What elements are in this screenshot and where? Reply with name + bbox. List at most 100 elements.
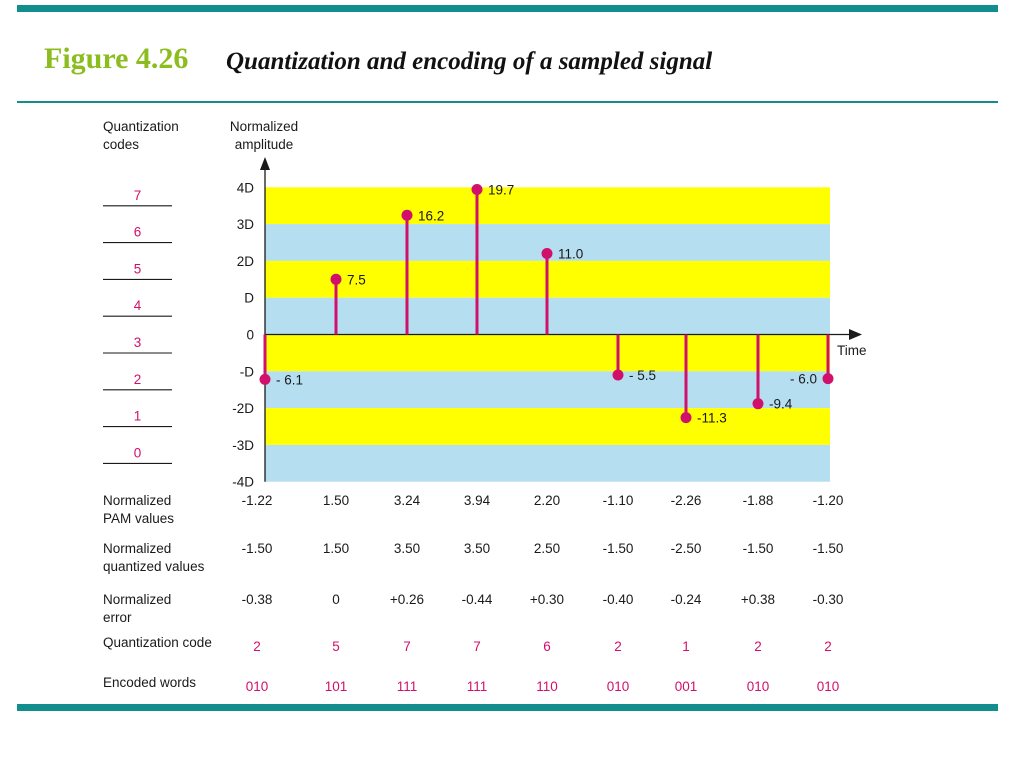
- table-cell: -1.22: [242, 493, 273, 508]
- table-cell: -2.26: [671, 493, 702, 508]
- amplitude-band: [265, 408, 830, 445]
- table-cell: 7: [473, 639, 481, 654]
- sample-dot: [471, 184, 483, 196]
- table-cell: 1.50: [323, 493, 349, 508]
- sample-value-label: 11.0: [558, 247, 583, 262]
- table-cell: 0: [332, 592, 340, 607]
- table-cell: +0.38: [741, 592, 775, 607]
- table-cell: 1.50: [323, 541, 349, 556]
- table-cell: -2.50: [671, 541, 702, 556]
- quantization-code-label: 2: [134, 372, 142, 387]
- codes-header: codes: [103, 137, 139, 152]
- amplitude-band: [265, 334, 830, 372]
- table-cell: 2: [754, 639, 762, 654]
- table-row-label: Encoded words: [103, 675, 196, 690]
- quantization-code-label: 7: [134, 188, 142, 203]
- x-axis-arrow: [849, 329, 862, 340]
- y-tick-label: -3D: [232, 438, 254, 453]
- table-cell: 5: [332, 639, 340, 654]
- table-row-label: Normalized: [103, 541, 171, 556]
- table-cell: 3.24: [394, 493, 421, 508]
- table-cell: -0.44: [462, 592, 493, 607]
- table-cell: 111: [397, 679, 418, 694]
- sample-value-label: 7.5: [347, 272, 366, 287]
- y-tick-label: -2D: [232, 401, 254, 416]
- quantization-code-label: 4: [134, 298, 142, 313]
- sample-value-label: -9.4: [769, 397, 793, 412]
- table-row-label: quantized values: [103, 559, 205, 574]
- table-cell: -1.50: [603, 541, 634, 556]
- codes-header: Quantization: [103, 119, 179, 134]
- sample-dot: [541, 248, 553, 260]
- bottom-rule: [17, 704, 998, 711]
- title-rule: [17, 101, 998, 103]
- table-cell: 110: [536, 679, 558, 694]
- y-tick-label: 3D: [237, 217, 255, 232]
- table-cell: 111: [467, 679, 488, 694]
- y-tick-label: D: [244, 291, 254, 306]
- sample-dot: [330, 273, 342, 285]
- table-cell: -1.10: [603, 493, 634, 508]
- quantization-code-label: 0: [134, 445, 142, 460]
- table-cell: -1.50: [813, 541, 844, 556]
- table-cell: -0.24: [671, 592, 702, 607]
- quantization-code-label: 1: [134, 409, 142, 424]
- quantization-code-label: 3: [134, 335, 142, 350]
- y-tick-label: -4D: [232, 475, 254, 490]
- table-cell: -1.50: [743, 541, 774, 556]
- y-tick-label: 2D: [237, 254, 255, 269]
- table-row-label: Normalized: [103, 493, 171, 508]
- sample-dot: [752, 398, 764, 410]
- table-row-label: error: [103, 610, 132, 625]
- table-cell: -0.30: [813, 592, 844, 607]
- sample-value-label: -11.3: [697, 411, 727, 426]
- sample-dot: [822, 373, 834, 385]
- amplitude-band: [265, 187, 830, 225]
- table-cell: 2: [614, 639, 622, 654]
- table-row-label: PAM values: [103, 511, 174, 526]
- table-cell: -1.50: [242, 541, 273, 556]
- table-cell: 3.50: [464, 541, 490, 556]
- table-row-label: Quantization code: [103, 635, 212, 650]
- table-cell: 010: [747, 679, 770, 694]
- y-axis-arrow: [260, 157, 270, 170]
- table-row-label: Normalized: [103, 592, 171, 607]
- y-tick-label: 0: [246, 328, 254, 343]
- top-rule: [17, 5, 998, 12]
- sample-dot: [401, 209, 413, 221]
- quantization-code-label: 6: [134, 225, 142, 240]
- table-cell: 6: [543, 639, 551, 654]
- sample-dot: [680, 412, 692, 424]
- sample-value-label: - 6.0: [790, 372, 817, 387]
- sample-value-label: 19.7: [488, 183, 514, 198]
- table-cell: 2.20: [534, 493, 560, 508]
- table-cell: 7: [403, 639, 411, 654]
- table-cell: 3.50: [394, 541, 420, 556]
- sample-dot: [259, 373, 271, 385]
- amplitude-header: amplitude: [235, 137, 294, 152]
- figure-label: Figure 4.26: [44, 42, 189, 75]
- amplitude-band: [265, 371, 830, 409]
- y-tick-label: 4D: [237, 180, 255, 195]
- amplitude-band: [265, 444, 830, 482]
- sample-value-label: - 6.1: [276, 372, 303, 387]
- table-cell: 3.94: [464, 493, 491, 508]
- table-cell: 010: [607, 679, 630, 694]
- sample-value-label: - 5.5: [629, 368, 656, 383]
- table-cell: 010: [817, 679, 840, 694]
- table-cell: 010: [246, 679, 269, 694]
- table-cell: 2.50: [534, 541, 560, 556]
- table-cell: 2: [253, 639, 261, 654]
- table-cell: +0.26: [390, 592, 424, 607]
- table-cell: -1.88: [743, 493, 774, 508]
- amplitude-header: Normalized: [230, 119, 298, 134]
- table-cell: -0.40: [603, 592, 634, 607]
- time-label: Time: [837, 343, 867, 358]
- table-cell: 001: [675, 679, 698, 694]
- figure-title: Quantization and encoding of a sampled s…: [226, 48, 713, 75]
- table-cell: 1: [682, 639, 690, 654]
- table-cell: 101: [325, 679, 348, 694]
- y-tick-label: -D: [240, 364, 254, 379]
- quantization-code-label: 5: [134, 261, 142, 276]
